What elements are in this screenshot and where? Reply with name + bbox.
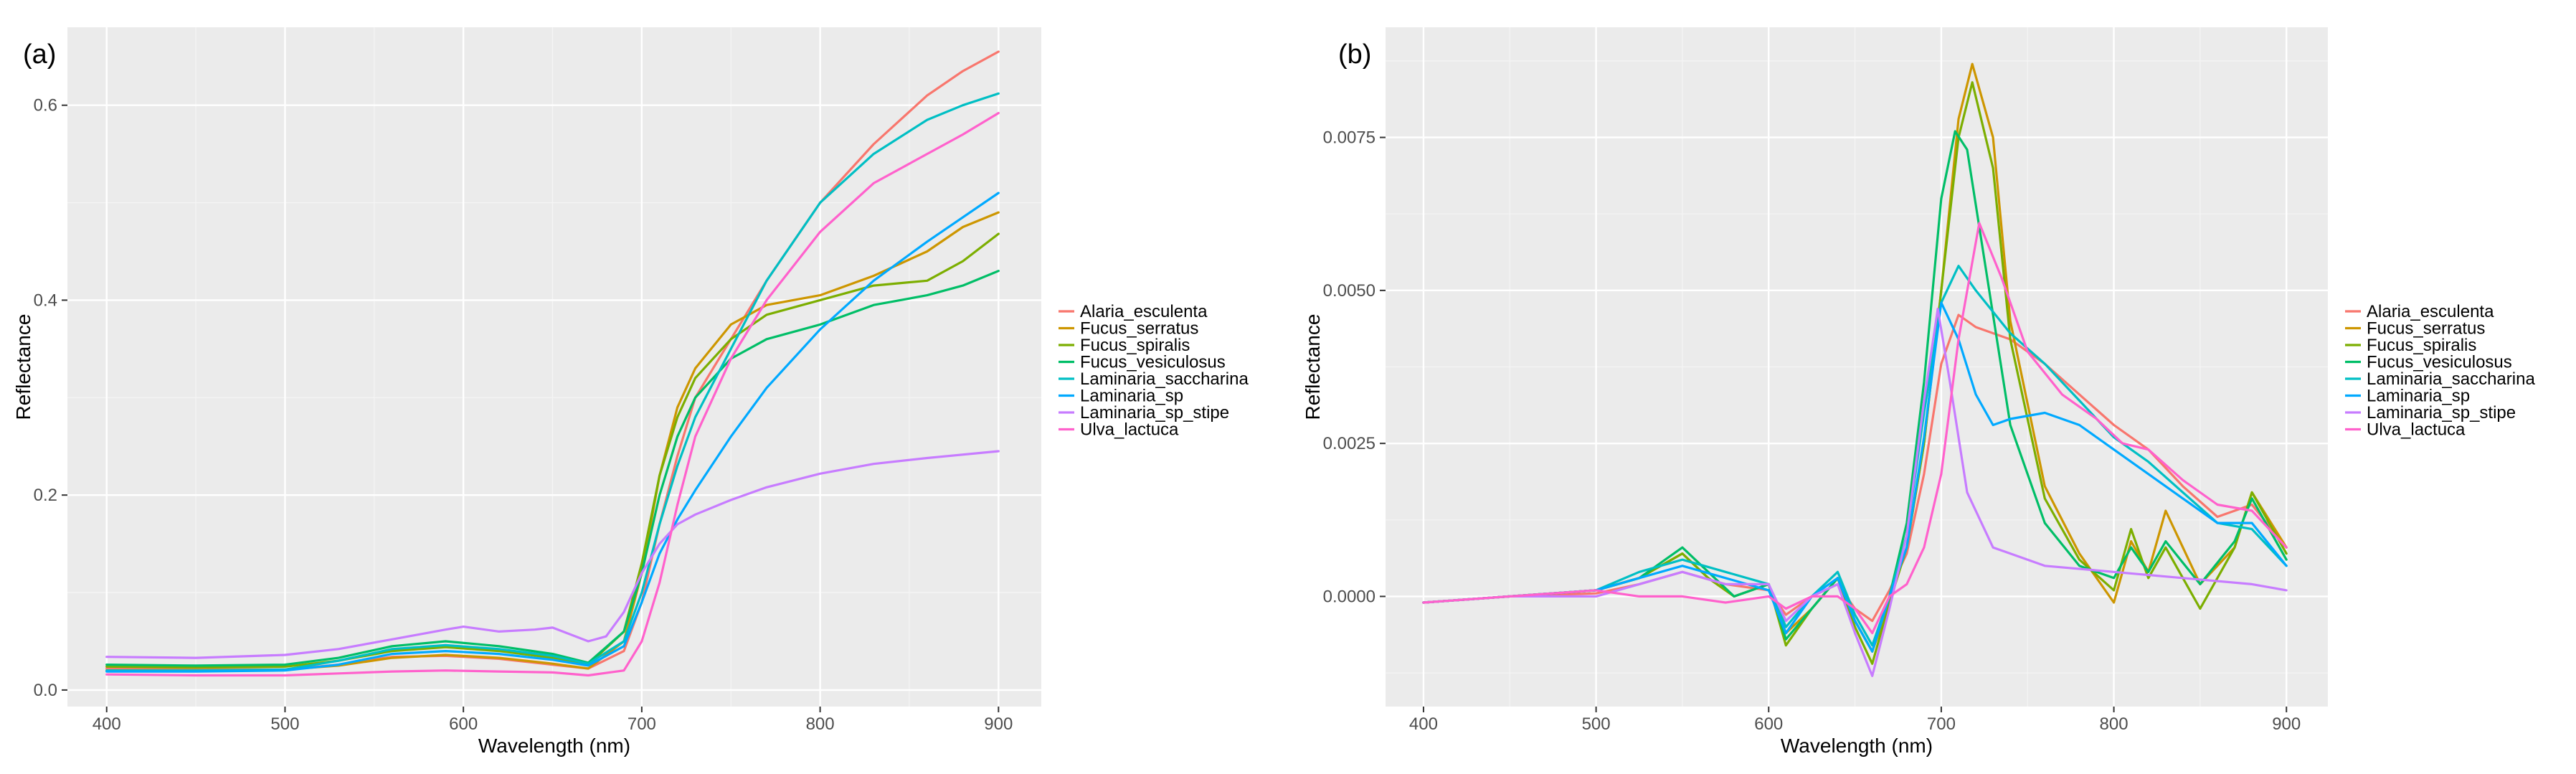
x-axis-title: Wavelength (nm) — [478, 735, 630, 757]
series-line-laminaria-sp-stipe — [105, 450, 1000, 659]
legend-item: Fucus_serratus — [2345, 319, 2485, 339]
plot-background — [67, 27, 1041, 707]
legend-item: Ulva_lactuca — [2345, 420, 2466, 440]
y-tick-label: 0.0 — [34, 681, 57, 700]
legend-label: Laminaria_saccharina — [1080, 369, 1249, 389]
x-tick-label: 400 — [1409, 714, 1438, 734]
x-tick-label: 700 — [628, 714, 656, 734]
legend-label: Laminaria_sp — [2367, 387, 2470, 406]
legend-label: Laminaria_sp — [1080, 387, 1183, 406]
legend-label: Fucus_vesiculosus — [1080, 353, 1226, 372]
legend: Alaria_esculentaFucus_serratusFucus_spir… — [2345, 302, 2535, 440]
legend-item: Fucus_serratus — [1059, 319, 1198, 339]
series-line-laminaria-sp — [105, 192, 1000, 673]
legend-label: Ulva_lactuca — [1080, 420, 1179, 440]
legend-label: Fucus_serratus — [2367, 319, 2485, 339]
x-tick-label: 900 — [984, 714, 1013, 734]
legend-label: Fucus_spiralis — [1080, 336, 1190, 355]
legend-item: Ulva_lactuca — [1059, 420, 1179, 440]
x-tick-label: 400 — [93, 714, 121, 734]
y-tick-label: 0.2 — [34, 486, 57, 505]
x-tick-label: 600 — [1754, 714, 1783, 734]
legend-label: Alaria_esculenta — [2367, 302, 2494, 321]
x-tick-label: 600 — [449, 714, 478, 734]
series-line-laminaria-sp-stipe — [1422, 307, 2288, 677]
legend-item: Laminaria_sp_stipe — [2345, 403, 2516, 423]
legend-item: Laminaria_sp — [2345, 387, 2470, 406]
legend-item: Fucus_vesiculosus — [2345, 353, 2512, 372]
x-tick-label: 500 — [270, 714, 299, 734]
y-axis-title: Reflectance — [12, 314, 34, 420]
legend-item: Laminaria_sp — [1059, 387, 1183, 406]
y-tick-label: 0.0025 — [1323, 434, 1375, 453]
legend-item: Fucus_spiralis — [1059, 336, 1190, 355]
legend-item: Laminaria_saccharina — [2345, 369, 2535, 389]
series-line-laminaria-saccharina — [105, 92, 1000, 672]
series-group — [105, 50, 1000, 677]
legend-label: Alaria_esculenta — [1080, 302, 1208, 321]
legend-label: Laminaria_saccharina — [2367, 369, 2535, 389]
x-tick-label: 800 — [2100, 714, 2128, 734]
legend-item: Fucus_vesiculosus — [1059, 353, 1226, 372]
legend: Alaria_esculentaFucus_serratusFucus_spir… — [1059, 302, 1249, 440]
x-axis-title: Wavelength (nm) — [1781, 735, 1933, 757]
legend-label: Laminaria_sp_stipe — [1080, 403, 1229, 423]
series-line-ulva-lactuca — [105, 112, 1000, 677]
series-line-laminaria-sp — [1422, 301, 2288, 653]
x-tick-label: 700 — [1927, 714, 1956, 734]
y-tick-label: 0.4 — [34, 291, 57, 310]
x-tick-label: 500 — [1582, 714, 1611, 734]
legend-label: Fucus_spiralis — [2367, 336, 2476, 355]
legend-item: Laminaria_saccharina — [1059, 369, 1249, 389]
legend-item: Alaria_esculenta — [2345, 302, 2494, 321]
legend-label: Ulva_lactuca — [2367, 420, 2466, 440]
legend-label: Fucus_serratus — [1080, 319, 1198, 339]
legend-item: Fucus_spiralis — [2345, 336, 2476, 355]
legend-item: Laminaria_sp_stipe — [1059, 403, 1229, 423]
x-tick-label: 900 — [2272, 714, 2301, 734]
series-group — [1422, 62, 2288, 677]
panel-label: (a) — [23, 39, 56, 70]
panel-label: (b) — [1338, 39, 1371, 70]
y-tick-label: 0.0050 — [1323, 281, 1375, 301]
legend-label: Fucus_vesiculosus — [2367, 353, 2512, 372]
series-line-fucus-vesiculosus — [1422, 130, 2288, 653]
y-axis-title: Reflectance — [1302, 314, 1324, 420]
legend-item: Alaria_esculenta — [1059, 302, 1208, 321]
legend-label: Laminaria_sp_stipe — [2367, 403, 2516, 423]
panel-a: 400 500 600 700 800 900 0.0 0.2 0.4 0.6 (a) Wavelen… — [12, 27, 1249, 757]
y-tick-label: 0.6 — [34, 96, 57, 115]
y-tick-label: 0.0075 — [1323, 128, 1375, 148]
y-tick-label: 0.0000 — [1323, 587, 1375, 606]
x-tick-label: 800 — [806, 714, 835, 734]
panel-b: 400 500 600 700 800 900 0.0000 0.0025 0.0050 0.00… — [1302, 27, 2535, 757]
series-line-ulva-lactuca — [1422, 222, 2288, 635]
